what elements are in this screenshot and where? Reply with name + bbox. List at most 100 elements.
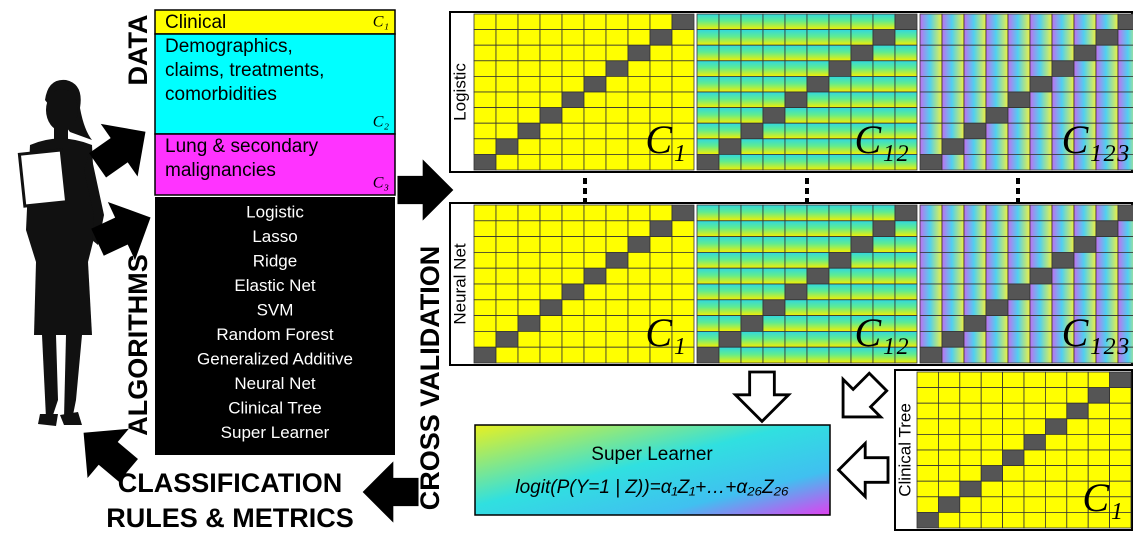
ellipsis-dot [1016,198,1020,204]
grid-cell [1052,61,1074,77]
grid-cell [942,221,964,237]
grid-cell [518,76,540,92]
grid-cell [672,61,694,77]
grid-cell [606,92,628,108]
grid-cell [741,61,763,77]
cv-panel-label: Neural Net [450,243,469,325]
grid-cell [785,331,807,347]
grid-cell [719,268,741,284]
grid-cell [672,205,694,221]
grid-cell [628,221,650,237]
grid-cell [1045,497,1066,513]
grid-cell [1030,45,1052,61]
grid-cell [628,268,650,284]
grid-cell [1008,45,1030,61]
grid-cell [1052,76,1074,92]
grid-cell [741,221,763,237]
grid-cell [986,300,1008,316]
grid-cell [964,139,986,155]
grid-cell [1096,14,1118,30]
grid-cell [920,14,942,30]
grid-cell [1024,372,1045,388]
grid-cell [1008,123,1030,139]
grid-cell [628,284,650,300]
grid-cell [628,14,650,30]
grid-cell [518,268,540,284]
grid-cell [917,512,938,528]
grid-cell [650,284,672,300]
grid-cell [1052,268,1074,284]
grid-cell [697,268,719,284]
grid-cell [741,331,763,347]
grid-cell [719,331,741,347]
algorithm-name: Generalized Additive [197,349,353,368]
grid-cell [1008,61,1030,77]
grid-cell [964,205,986,221]
grid-cell [697,45,719,61]
grid-cell [981,512,1002,528]
grid-cell [960,497,981,513]
grid-cell [518,221,540,237]
grid-cell [829,92,851,108]
grid-cell [719,92,741,108]
grid-cell [807,61,829,77]
grid-cell [986,252,1008,268]
grid-cell [1024,512,1045,528]
grid-cell [562,123,584,139]
grid-cell [474,284,496,300]
grid-cell [606,76,628,92]
grid-cell [942,61,964,77]
grid-cell [672,45,694,61]
grid-cell [829,108,851,124]
grid-cell [562,108,584,124]
grid-cell [1003,419,1024,435]
grid-cell [785,221,807,237]
grid-cell [942,123,964,139]
grid-cell [1030,331,1052,347]
grid-cell [1024,434,1045,450]
grid-cell [895,92,917,108]
grid-cell [540,237,562,253]
grid-cell [562,331,584,347]
grid-cell [917,450,938,466]
algorithm-name: Ridge [253,251,297,270]
grid-cell [672,284,694,300]
grid-cell [986,45,1008,61]
grid-cell [584,300,606,316]
grid-cell [496,30,518,46]
grid-cell [719,316,741,332]
grid-cell [474,221,496,237]
data-box-text: Clinical [165,12,226,33]
grid-cell [697,331,719,347]
grid-cell [1088,403,1109,419]
grid-cell [938,403,959,419]
grid-cell [628,45,650,61]
grid-cell [562,139,584,155]
grid-cell [562,76,584,92]
grid-cell [986,331,1008,347]
grid-cell [474,139,496,155]
grid-cell [540,284,562,300]
grid-cell [1074,268,1096,284]
grid-cell [1030,139,1052,155]
grid-cell [606,331,628,347]
grid-cell [763,300,785,316]
grid-cell [851,45,873,61]
grid-cell [763,347,785,363]
grid-cell [562,45,584,61]
grid-cell [1096,45,1118,61]
data-box-text: claims, treatments, [165,60,324,81]
grid-cell [1024,481,1045,497]
grid-cell [785,92,807,108]
grid-cell [1003,372,1024,388]
grid-cell [606,205,628,221]
grid-cell [986,237,1008,253]
grid-cell [1088,434,1109,450]
grid-cell [785,316,807,332]
data-box-tag: C₃ [373,175,389,192]
grid-cell [606,154,628,170]
grid-cell [518,92,540,108]
grid-cell [920,316,942,332]
grid-cell [981,450,1002,466]
grid-cell [697,252,719,268]
